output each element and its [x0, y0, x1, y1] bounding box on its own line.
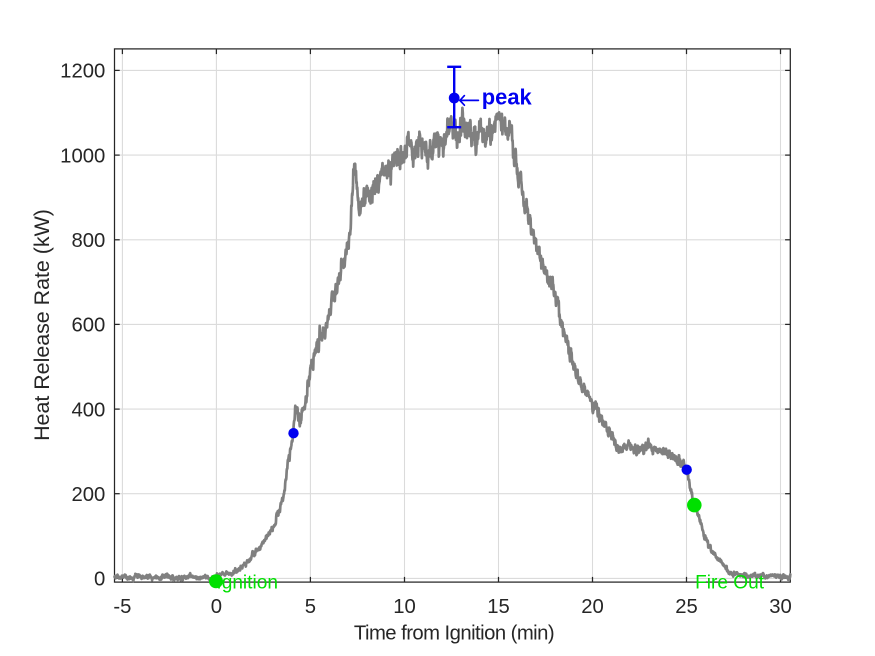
svg-text:0: 0	[94, 569, 105, 591]
svg-text:-5: -5	[113, 596, 131, 618]
svg-text:1200: 1200	[60, 61, 105, 83]
svg-text:400: 400	[71, 399, 105, 421]
svg-text:Heat Release Rate (kW): Heat Release Rate (kW)	[30, 209, 54, 441]
svg-text:5: 5	[305, 596, 316, 618]
svg-text:30: 30	[769, 596, 792, 618]
svg-text:15: 15	[487, 596, 510, 618]
svg-text:200: 200	[71, 484, 105, 506]
svg-text:600: 600	[71, 315, 105, 337]
svg-text:Fire Out: Fire Out	[695, 572, 765, 593]
svg-text:1000: 1000	[60, 145, 105, 167]
svg-text:peak: peak	[482, 85, 533, 110]
svg-text:Time from Ignition (min): Time from Ignition (min)	[354, 622, 554, 644]
svg-text:10: 10	[393, 596, 416, 618]
svg-text:Ignition: Ignition	[216, 572, 278, 593]
svg-text:20: 20	[581, 596, 604, 618]
svg-text:25: 25	[675, 596, 698, 618]
svg-text:0: 0	[211, 596, 222, 618]
svg-text:800: 800	[71, 230, 105, 252]
